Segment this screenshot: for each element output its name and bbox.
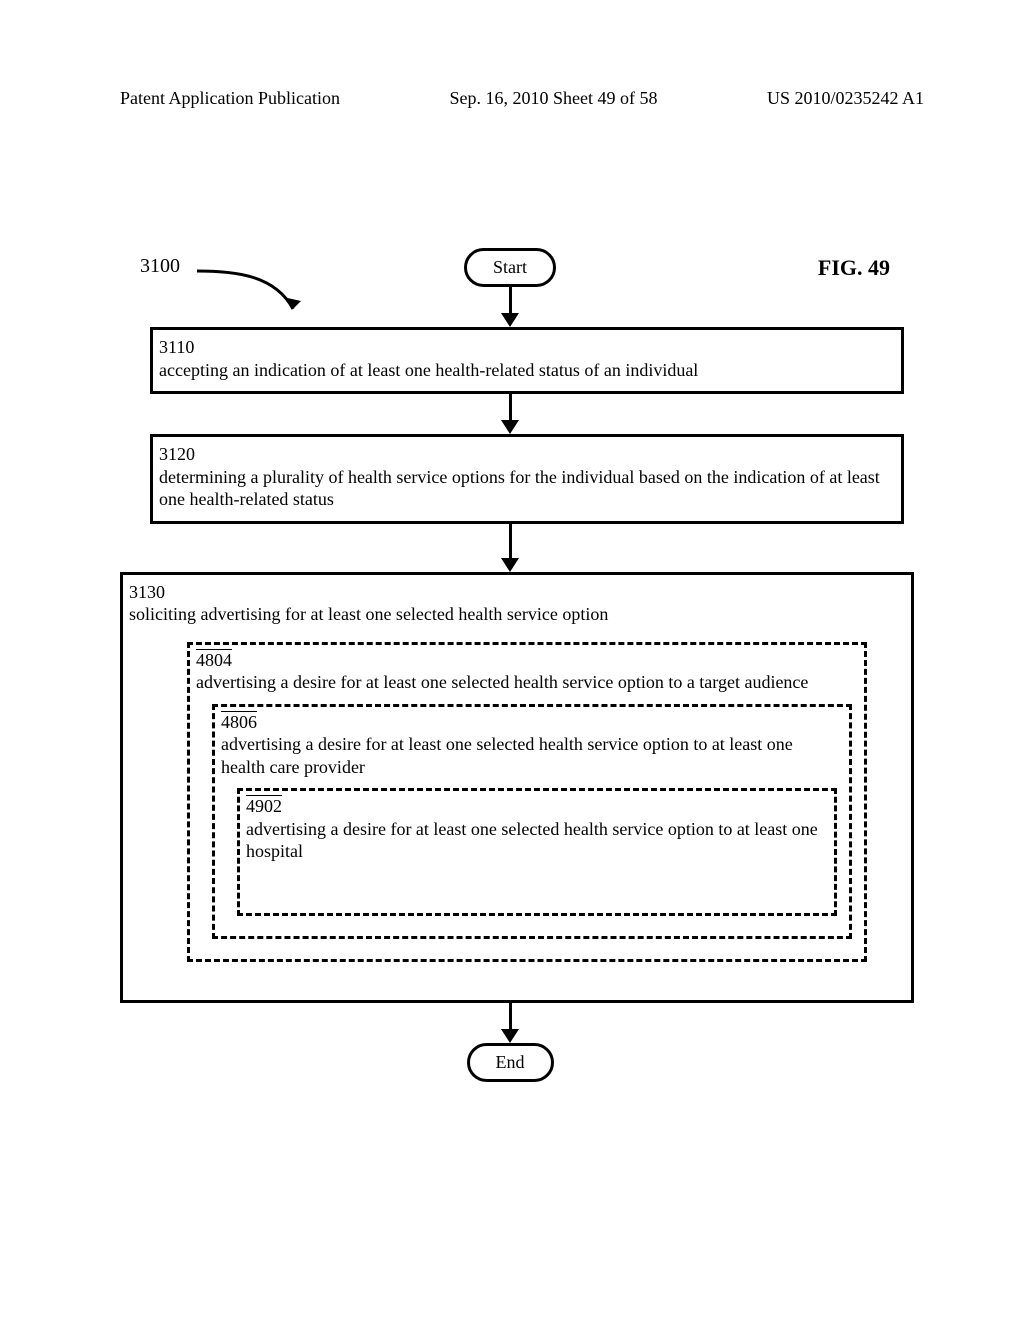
- arrowhead-icon: [501, 558, 519, 572]
- box-3130-text: soliciting advertising for at least one …: [129, 603, 901, 626]
- box-4806-num: 4806: [221, 711, 257, 734]
- box-4804-text: advertising a desire for at least one se…: [196, 671, 854, 694]
- box-4804: 4804 advertising a desire for at least o…: [187, 642, 867, 962]
- connector-4: [509, 1003, 512, 1029]
- box-4806: 4806 advertising a desire for at least o…: [212, 704, 852, 939]
- box-4806-text: advertising a desire for at least one se…: [221, 733, 839, 778]
- flowchart: 3100 FIG. 49 Start 3110 accepting an ind…: [120, 230, 900, 1082]
- end-terminal: End: [467, 1043, 554, 1082]
- connector-1: [509, 287, 512, 313]
- box-3110-num: 3110: [159, 336, 897, 359]
- box-3110-text: accepting an indication of at least one …: [159, 359, 891, 382]
- arrowhead-icon: [501, 1029, 519, 1043]
- ref-label-3100: 3100: [140, 255, 180, 278]
- figure-label: FIG. 49: [818, 255, 890, 281]
- ref-arrow-icon: [195, 265, 305, 325]
- arrowhead-icon: [501, 313, 519, 327]
- page: Patent Application Publication Sep. 16, …: [0, 0, 1024, 1320]
- connector-2: [509, 394, 512, 420]
- end-row: End: [120, 1043, 900, 1082]
- connector-3: [509, 524, 512, 558]
- box-3120: 3120 determining a plurality of health s…: [150, 434, 904, 524]
- box-3120-text: determining a plurality of health servic…: [159, 466, 891, 511]
- box-4902-num: 4902: [246, 795, 282, 818]
- arrowhead-icon: [501, 420, 519, 434]
- box-3120-num: 3120: [159, 443, 897, 466]
- header-left: Patent Application Publication: [120, 88, 340, 109]
- box-3110: 3110 accepting an indication of at least…: [150, 327, 904, 394]
- box-4902-text: advertising a desire for at least one se…: [246, 818, 824, 863]
- start-terminal: Start: [464, 248, 556, 287]
- header-right: US 2010/0235242 A1: [767, 88, 924, 109]
- box-4804-num: 4804: [196, 649, 232, 672]
- box-3130: 3130 soliciting advertising for at least…: [120, 572, 914, 1003]
- header-mid: Sep. 16, 2010 Sheet 49 of 58: [449, 88, 657, 109]
- box-3130-num: 3130: [129, 581, 907, 604]
- page-header: Patent Application Publication Sep. 16, …: [0, 88, 1024, 109]
- box-4902: 4902 advertising a desire for at least o…: [237, 788, 837, 916]
